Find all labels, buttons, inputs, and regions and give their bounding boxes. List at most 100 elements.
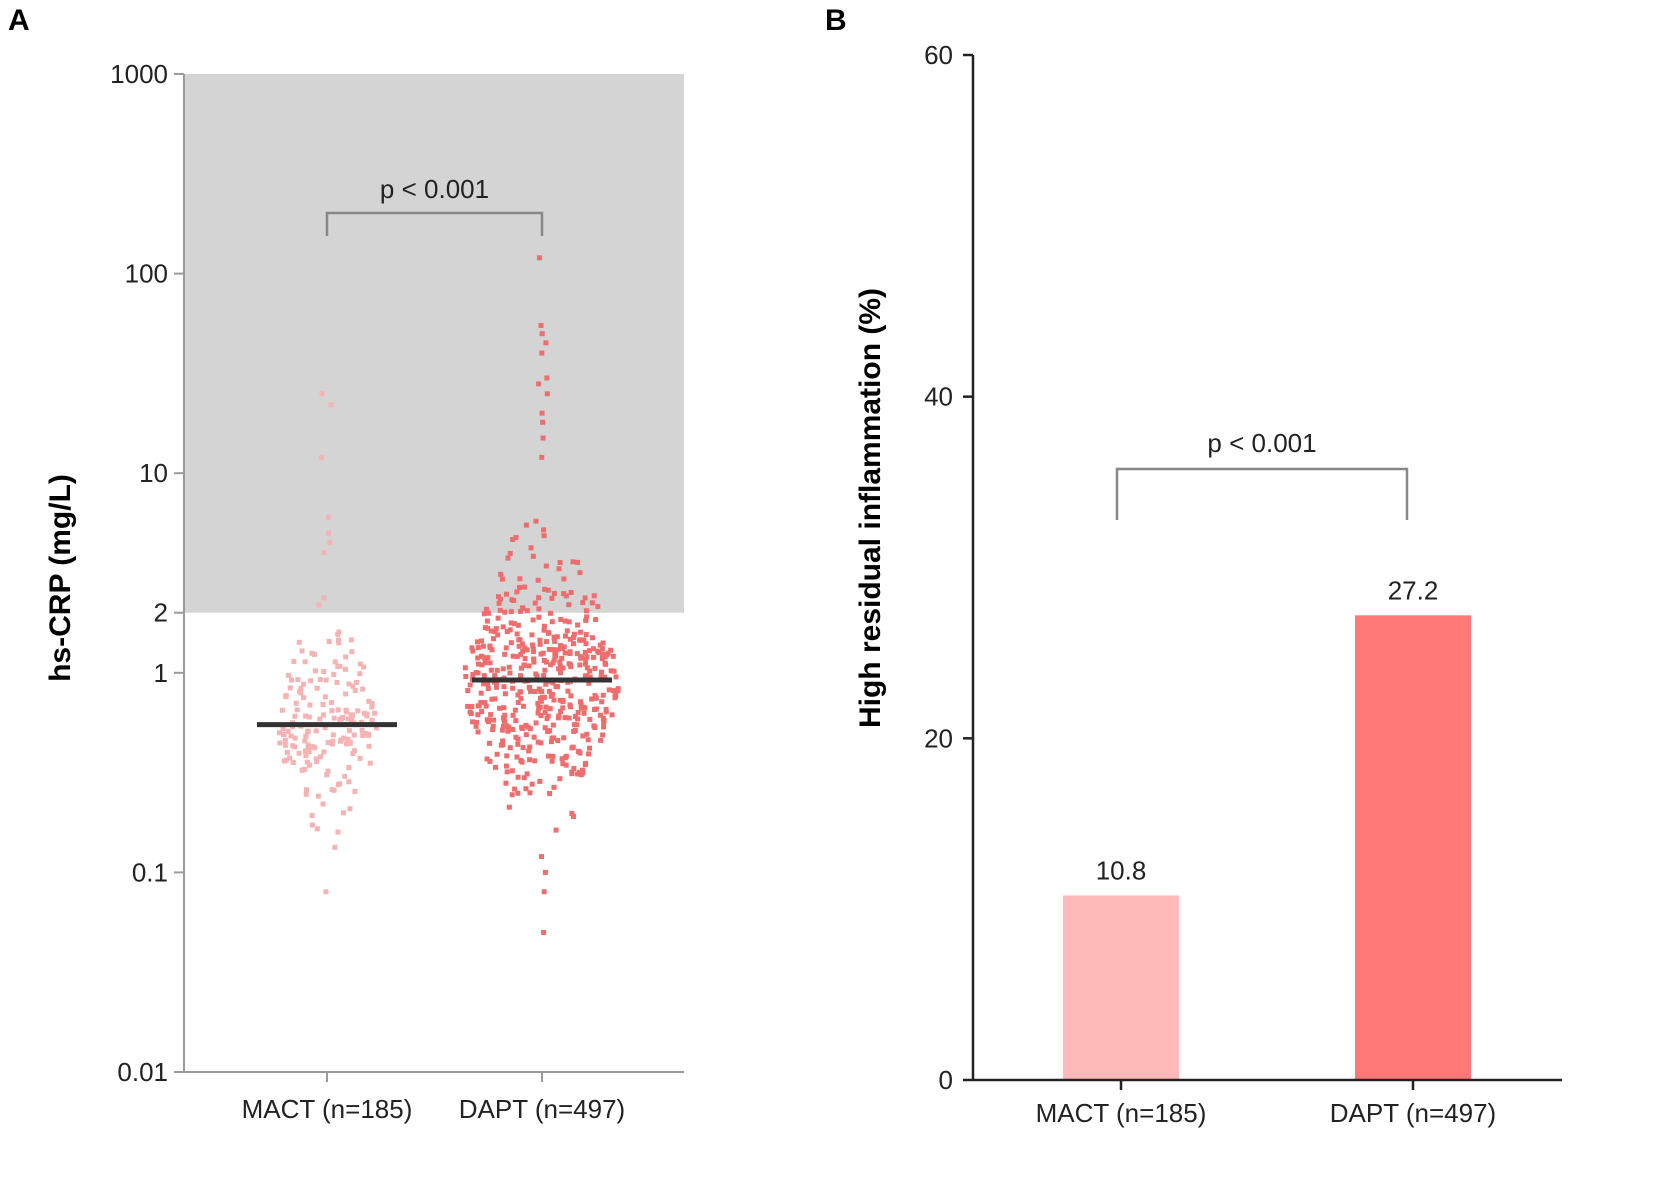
data-point [321,669,327,675]
data-point [517,576,523,582]
data-point [507,745,513,751]
data-point [538,740,544,746]
data-point [492,764,498,770]
data-point [283,757,289,763]
data-point [613,674,619,680]
data-point [578,702,584,708]
data-point [369,717,375,723]
data-point [504,629,510,635]
data-point [531,656,537,662]
data-point [558,708,564,714]
data-point [332,844,338,850]
data-point [570,814,576,820]
x-tick-label: DAPT (n=497) [1330,1098,1496,1128]
data-point [571,631,577,637]
data-point [330,732,336,738]
data-point [592,693,598,699]
data-point [497,607,503,613]
data-point [288,677,294,683]
panel-b-letter: B [825,4,847,37]
data-point-outlier [540,419,546,425]
data-point [508,620,514,626]
data-point [280,726,286,732]
data-point [511,597,517,603]
data-point [601,724,607,730]
data-point [481,673,487,679]
data-point-outlier [544,391,550,397]
data-point [343,654,349,660]
data-point-outlier [328,402,334,408]
y-tick-label: 20 [924,723,953,753]
data-point [492,629,498,635]
data-point [313,728,319,734]
data-point [331,672,337,678]
data-point [562,715,568,721]
data-point [488,712,494,718]
data-point [303,753,309,759]
data-point [302,738,308,744]
data-point-outlier [327,539,333,545]
data-point [306,749,312,755]
x-tick-label: MACT (n=185) [1036,1098,1207,1128]
data-point [299,648,305,654]
data-point [463,673,469,679]
data-point [514,589,520,595]
data-point [546,646,552,652]
data-point [530,553,536,559]
data-point [566,715,572,721]
data-point [292,735,298,741]
data-point [291,659,297,665]
data-point [551,784,557,790]
data-point [494,667,500,673]
data-point [320,801,326,807]
data-point [324,772,330,778]
data-point [517,585,523,591]
y-tick-label: 100 [125,259,168,289]
data-point [584,731,590,737]
data-point [571,641,577,647]
data-point [557,697,563,703]
data-point [314,759,320,765]
data-point [561,591,567,597]
data-point [567,649,573,655]
data-point [533,671,539,677]
data-point [514,754,520,760]
data-point [336,781,342,787]
data-point [347,739,353,745]
data-point [343,691,349,697]
data-point [474,719,480,725]
data-point [590,646,596,652]
data-point [603,709,609,715]
data-point [567,636,573,642]
data-point [470,648,476,654]
data-point [512,786,518,792]
data-point [566,602,572,608]
data-point [294,707,300,713]
data-point [521,775,527,781]
data-point [355,708,361,714]
data-point [352,788,358,794]
data-point [551,657,557,663]
data-point [475,712,481,718]
data-point [320,702,326,708]
data-point-outlier [323,889,329,895]
data-point [481,681,487,687]
data-point [583,617,589,623]
data-point [530,646,536,652]
data-point [513,734,519,740]
data-point [469,704,475,710]
data-point [613,693,619,699]
data-point [600,640,606,646]
data-point [309,822,315,828]
y-axis-label: hs-CRP (mg/L) [44,474,77,682]
data-point [554,684,560,690]
data-point-outlier [539,331,545,337]
data-point [535,739,541,745]
data-point-outlier [321,550,327,556]
data-point [350,683,356,689]
data-point [366,743,372,749]
data-point [489,696,495,702]
bar-value-label: 27.2 [1388,575,1439,605]
data-point [566,619,572,625]
data-point [358,661,364,667]
